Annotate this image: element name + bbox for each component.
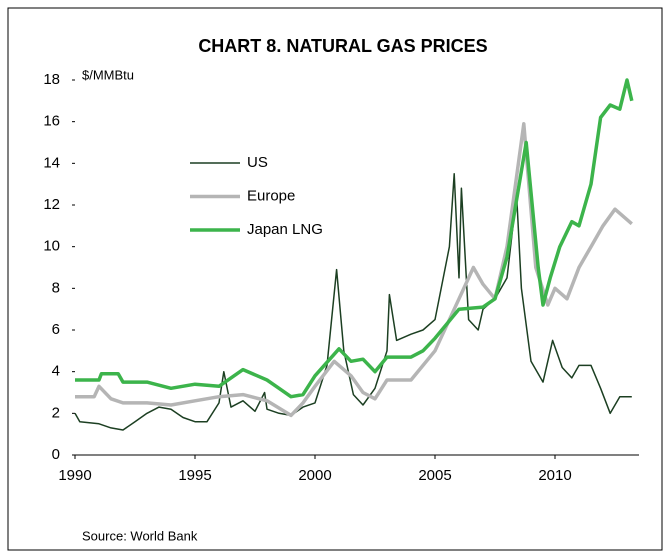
source: Source: World Bank bbox=[82, 528, 198, 543]
x-tick-label: 1995 bbox=[178, 467, 211, 484]
y-tick-label: 0 bbox=[52, 446, 60, 463]
y-tick-label: 16 bbox=[43, 113, 60, 130]
series-line bbox=[74, 173, 632, 431]
y-tick-label: 2 bbox=[52, 404, 60, 421]
y-tick-label: 12 bbox=[43, 196, 60, 213]
legend-label: Europe bbox=[247, 187, 295, 204]
series-line bbox=[75, 122, 633, 418]
x-tick-label: 1990 bbox=[58, 467, 91, 484]
x-tick-label: 2000 bbox=[298, 467, 331, 484]
x-tick-label: 2010 bbox=[538, 467, 571, 484]
series-line bbox=[75, 78, 634, 399]
x-tick-label: 2005 bbox=[418, 467, 451, 484]
y-tick-label: 14 bbox=[43, 154, 60, 171]
y-tick-label: 4 bbox=[52, 363, 60, 380]
legend-label: US bbox=[247, 154, 268, 171]
y-axis-label: $/MMBtu bbox=[82, 67, 134, 82]
y-tick-label: 18 bbox=[43, 71, 60, 88]
y-tick-label: 6 bbox=[52, 321, 60, 338]
chart-title: CHART 8. NATURAL GAS PRICES bbox=[198, 36, 487, 56]
y-tick-label: 8 bbox=[52, 279, 60, 296]
frame bbox=[7, 7, 663, 551]
legend-label: Japan LNG bbox=[247, 221, 323, 238]
y-tick-label: 10 bbox=[43, 238, 60, 255]
